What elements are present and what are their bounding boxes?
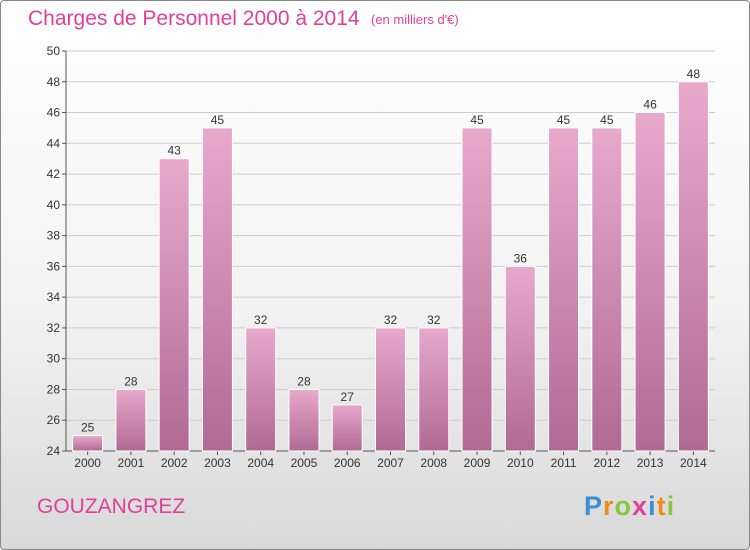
logo-letter: i [666,491,676,521]
bar [158,158,190,452]
logo-letter: o [614,491,633,521]
commune-name: GOUZANGREZ [37,495,186,518]
logo-letter: r [603,491,615,521]
data-label: 45 [600,113,614,127]
data-label: 36 [514,251,528,265]
bar [331,404,363,452]
y-tick-label: 38 [47,229,61,243]
data-label: 32 [427,313,441,327]
x-tick-label: 2013 [637,456,664,470]
bar [461,127,493,452]
bar [201,127,233,452]
y-tick-label: 42 [47,167,61,181]
data-labels: 25 28 43 45 32 28 27 32 32 45 36 45 45 46 48 [81,67,700,435]
bar [115,388,147,452]
bar [591,127,623,452]
y-tick-label: 46 [47,106,61,120]
x-tick-label: 2009 [464,456,491,470]
y-tick-label: 28 [47,382,61,396]
bar [634,112,666,452]
logo-letter: t [656,491,667,521]
bar [548,127,580,452]
logo-letter: x [632,491,649,521]
x-tick-label: 2002 [161,456,188,470]
x-tick-label: 2014 [680,456,707,470]
y-tick-label: 26 [47,413,61,427]
data-label: 27 [341,390,355,404]
bar [72,435,104,452]
bar [375,327,406,452]
bar [245,327,277,452]
x-tick-label: 2003 [204,456,231,470]
bar [418,327,450,452]
bar [288,388,320,452]
x-tick-label: 2007 [377,456,404,470]
data-label: 28 [297,374,311,388]
chart-subtitle: (en milliers d'€) [371,12,459,27]
x-tick-label: 2005 [291,456,318,470]
bar [677,81,709,452]
data-label: 45 [211,113,225,127]
y-tick-label: 32 [47,321,61,335]
logo-letter: P [584,491,604,521]
data-label: 48 [687,67,701,81]
data-label: 25 [81,421,95,435]
y-tick-label: 30 [47,352,61,366]
data-label: 28 [124,374,138,388]
data-label: 45 [557,113,571,127]
data-label: 46 [643,98,657,112]
data-label: 43 [167,144,181,158]
x-tick-label: 2012 [593,456,620,470]
x-tick-label: 2008 [420,456,447,470]
chart-title: Charges de Personnel 2000 à 2014 [28,7,360,30]
bars [72,81,709,452]
proxiti-logo: Proxiti [584,490,675,522]
x-tick-label: 2006 [334,456,361,470]
x-tick-label: 2001 [118,456,145,470]
logo-letter: i [648,491,657,521]
x-tick-label: 2011 [551,456,577,470]
x-tick-label: 2000 [74,456,101,470]
y-tick-label: 44 [47,136,61,150]
y-tick-label: 36 [47,259,61,273]
y-tick-label: 24 [47,444,61,458]
y-tick-label: 34 [47,290,61,304]
x-tick-label: 2010 [507,456,534,470]
x-tick-label: 2004 [247,456,274,470]
data-label: 45 [470,113,484,127]
data-label: 32 [384,313,398,327]
bar [504,265,536,452]
data-label: 32 [254,313,268,327]
y-tick-label: 48 [47,75,61,89]
y-tick-label: 40 [47,198,61,212]
y-tick-label: 50 [47,44,61,58]
